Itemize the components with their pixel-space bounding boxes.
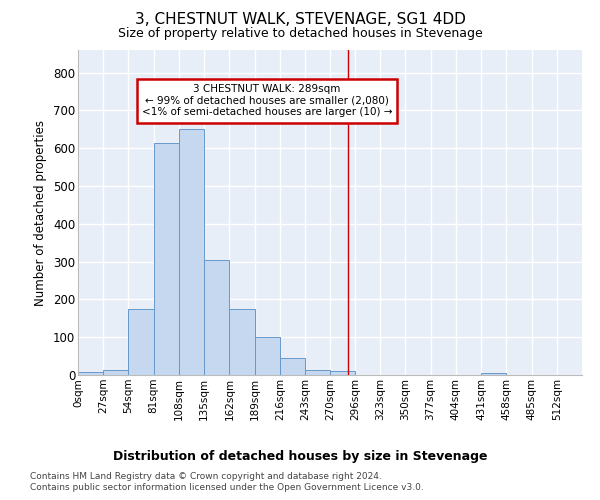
- Bar: [305, 370, 331, 375]
- Bar: [179, 130, 204, 375]
- Bar: [280, 358, 305, 375]
- Bar: [154, 142, 179, 375]
- Text: Contains HM Land Registry data © Crown copyright and database right 2024.: Contains HM Land Registry data © Crown c…: [30, 472, 382, 481]
- Bar: [331, 371, 355, 375]
- Bar: [128, 309, 154, 375]
- Bar: [204, 260, 229, 375]
- Text: Size of property relative to detached houses in Stevenage: Size of property relative to detached ho…: [118, 28, 482, 40]
- Bar: [229, 309, 255, 375]
- Text: 3 CHESTNUT WALK: 289sqm
← 99% of detached houses are smaller (2,080)
<1% of semi: 3 CHESTNUT WALK: 289sqm ← 99% of detache…: [142, 84, 392, 117]
- Bar: [103, 370, 128, 375]
- Text: 3, CHESTNUT WALK, STEVENAGE, SG1 4DD: 3, CHESTNUT WALK, STEVENAGE, SG1 4DD: [134, 12, 466, 28]
- Bar: [255, 337, 280, 375]
- Bar: [78, 372, 103, 375]
- Text: Distribution of detached houses by size in Stevenage: Distribution of detached houses by size …: [113, 450, 487, 463]
- Y-axis label: Number of detached properties: Number of detached properties: [34, 120, 47, 306]
- Bar: [481, 373, 506, 375]
- Text: Contains public sector information licensed under the Open Government Licence v3: Contains public sector information licen…: [30, 484, 424, 492]
